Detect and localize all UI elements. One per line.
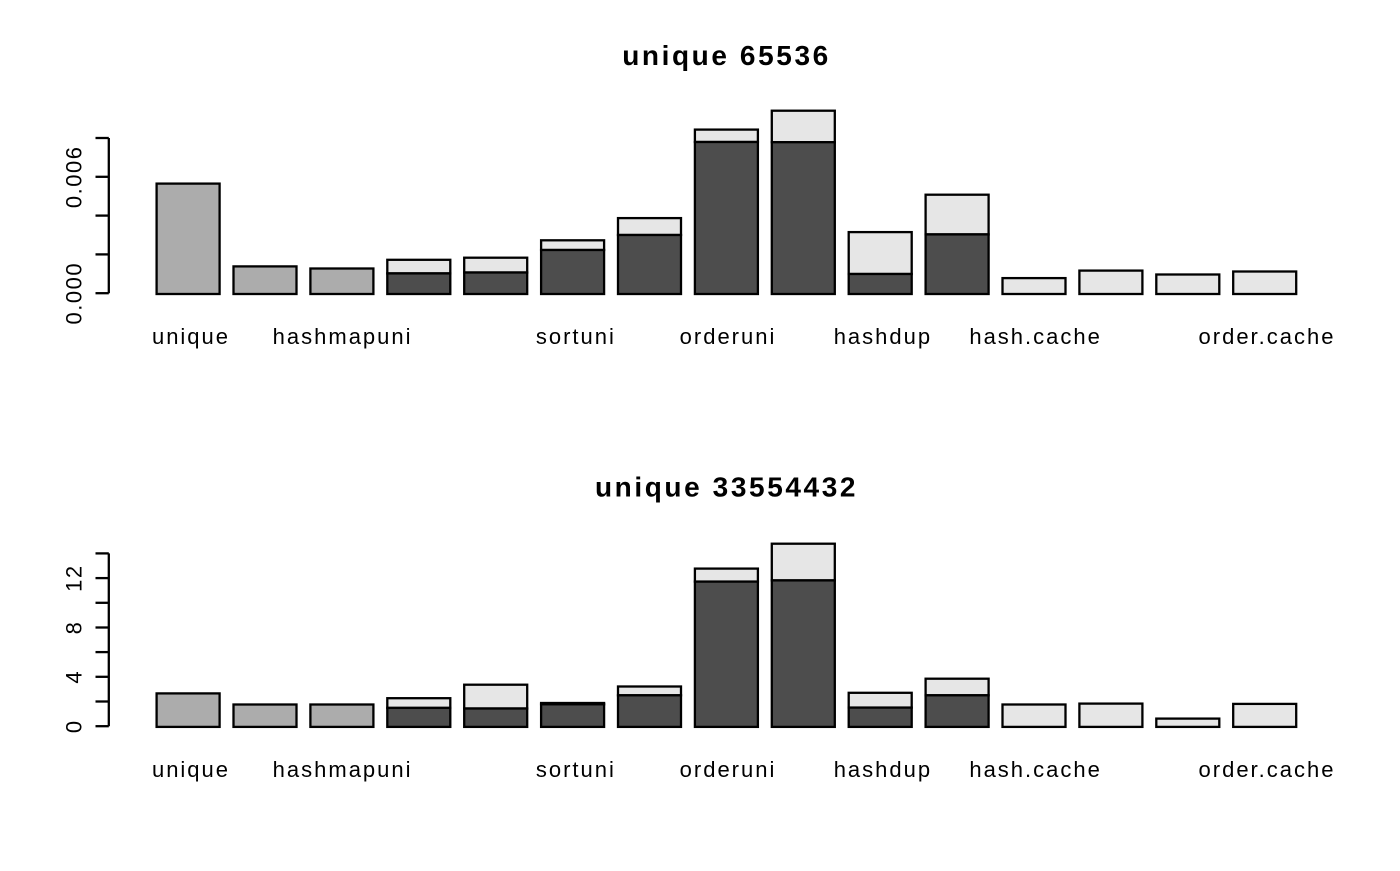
svg-text:unique: unique	[152, 324, 230, 349]
svg-text:order.cache: order.cache	[1199, 324, 1336, 349]
svg-text:8: 8	[61, 621, 86, 635]
svg-text:hashmapuni: hashmapuni	[273, 757, 413, 782]
svg-text:orderuni: orderuni	[680, 324, 777, 349]
svg-text:hashdup: hashdup	[834, 757, 932, 782]
svg-text:sortuni: sortuni	[536, 757, 616, 782]
svg-text:0: 0	[61, 719, 86, 733]
svg-text:unique 65536: unique 65536	[622, 40, 831, 71]
svg-text:0.000: 0.000	[61, 262, 86, 325]
svg-text:unique: unique	[152, 757, 230, 782]
svg-text:orderuni: orderuni	[680, 757, 777, 782]
svg-text:hashdup: hashdup	[834, 324, 932, 349]
svg-text:order.cache: order.cache	[1199, 757, 1336, 782]
svg-text:4: 4	[61, 670, 86, 684]
svg-text:0.006: 0.006	[61, 146, 86, 209]
svg-text:sortuni: sortuni	[536, 324, 616, 349]
svg-text:hash.cache: hash.cache	[969, 324, 1102, 349]
svg-text:12: 12	[61, 564, 86, 591]
svg-text:hashmapuni: hashmapuni	[273, 324, 413, 349]
svg-text:unique 33554432: unique 33554432	[595, 472, 858, 503]
svg-text:hash.cache: hash.cache	[969, 757, 1102, 782]
